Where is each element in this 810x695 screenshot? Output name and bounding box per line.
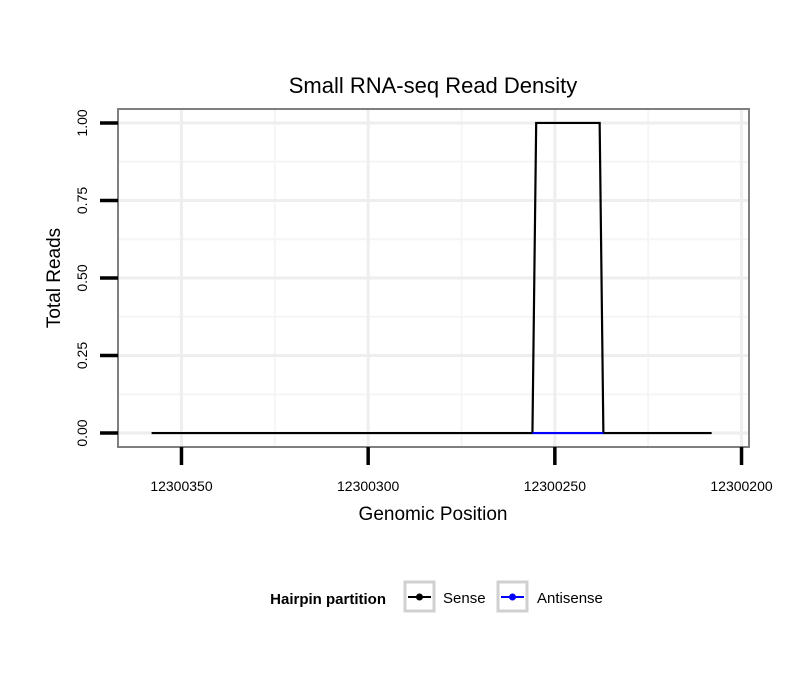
chart-title: Small RNA-seq Read Density: [289, 73, 578, 98]
y-tick-label-1: 0.25: [74, 342, 90, 369]
series-line-sense: [151, 121, 712, 435]
legend-key-sense-point: [416, 593, 423, 601]
series-layer: [151, 121, 712, 435]
x-axis-ticks: 12300350 12300300 12300250 12300200: [150, 447, 773, 494]
grid-layer: [118, 109, 749, 447]
y-tick-label-4: 1.00: [74, 109, 90, 136]
y-tick-label-2: 0.50: [74, 264, 90, 291]
legend-title: Hairpin partition: [270, 591, 386, 608]
x-tick-label-2: 12300250: [524, 478, 587, 494]
x-axis-label: Genomic Position: [359, 504, 508, 525]
x-tick-label-0: 12300350: [150, 478, 213, 494]
y-axis-label: Total Reads: [44, 228, 65, 328]
x-tick-label-1: 12300300: [337, 478, 400, 494]
legend-key-antisense-point: [509, 593, 516, 601]
x-tick-label-3: 12300200: [710, 478, 773, 494]
legend-label-sense: Sense: [443, 590, 486, 607]
y-axis-ticks: 0.00 0.25 0.50 0.75 1.00: [74, 109, 118, 447]
legend-label-antisense: Antisense: [537, 590, 603, 607]
y-tick-label-3: 0.75: [74, 187, 90, 214]
y-tick-label-0: 0.00: [74, 419, 90, 446]
legend: Hairpin partition Sense Antisense: [270, 580, 603, 613]
